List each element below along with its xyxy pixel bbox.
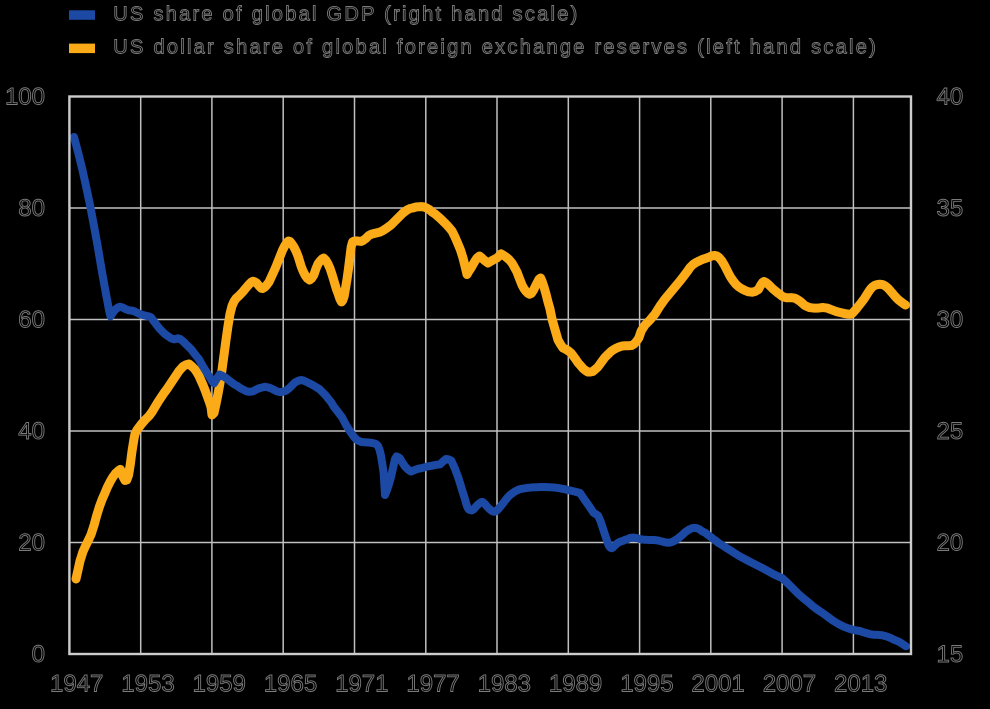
svg-text:2001: 2001 [691, 671, 744, 698]
svg-text:1947: 1947 [50, 671, 103, 698]
svg-text:2013: 2013 [834, 671, 887, 698]
svg-text:1977: 1977 [406, 671, 459, 698]
svg-text:40: 40 [18, 418, 45, 445]
svg-text:1959: 1959 [193, 671, 246, 698]
svg-text:40: 40 [937, 84, 964, 111]
svg-text:35: 35 [937, 195, 964, 222]
svg-text:1995: 1995 [620, 671, 673, 698]
svg-text:100: 100 [5, 84, 45, 111]
svg-text:20: 20 [18, 530, 45, 557]
svg-text:1965: 1965 [264, 671, 317, 698]
svg-text:1983: 1983 [478, 671, 531, 698]
svg-text:1989: 1989 [549, 671, 602, 698]
svg-text:1953: 1953 [121, 671, 174, 698]
svg-text:80: 80 [18, 195, 45, 222]
svg-text:US dollar share of global fore: US dollar share of global foreign exchan… [113, 37, 878, 59]
svg-text:US share of global GDP (right: US share of global GDP (right hand scale… [113, 4, 579, 26]
svg-text:15: 15 [937, 641, 964, 668]
svg-text:1971: 1971 [335, 671, 388, 698]
svg-text:0: 0 [32, 641, 45, 668]
svg-text:60: 60 [18, 307, 45, 334]
svg-text:20: 20 [937, 530, 964, 557]
svg-text:25: 25 [937, 418, 964, 445]
svg-text:30: 30 [937, 307, 964, 334]
svg-text:2007: 2007 [763, 671, 816, 698]
